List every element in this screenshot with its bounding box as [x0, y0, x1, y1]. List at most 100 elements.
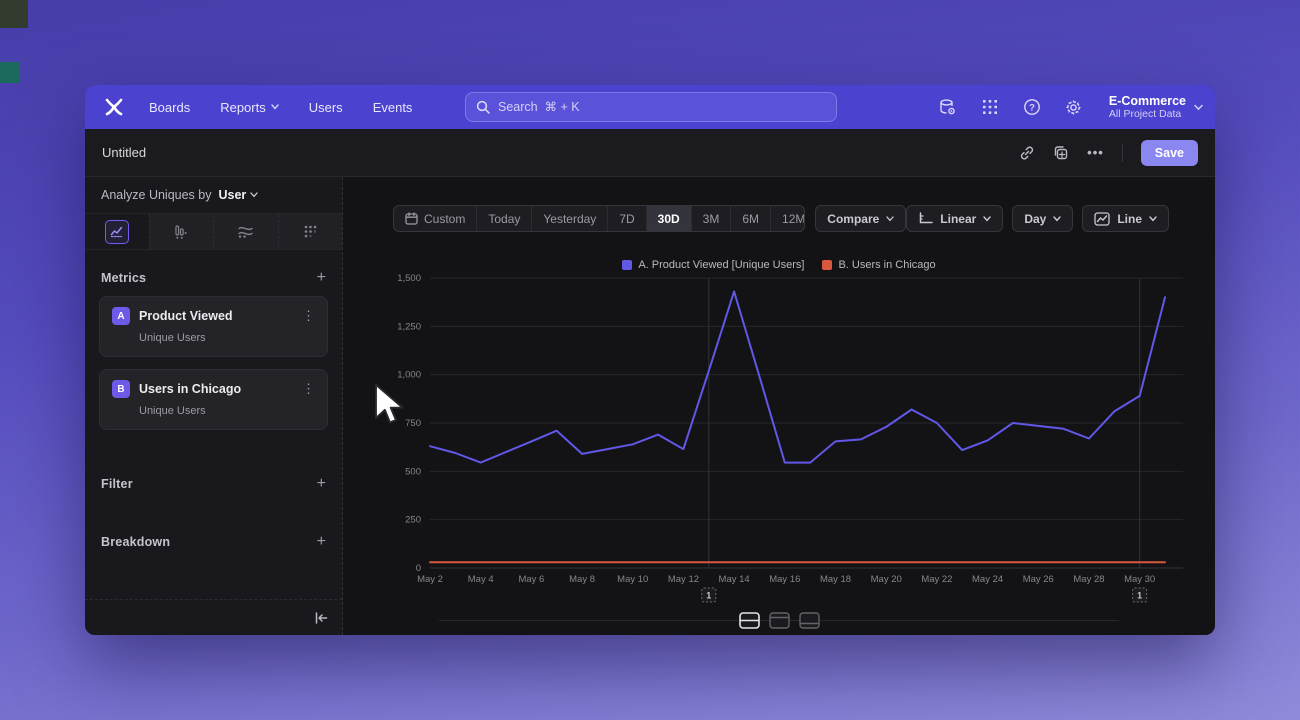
layout-split-top-button[interactable]	[768, 611, 790, 629]
project-name: E-Commerce	[1108, 94, 1186, 108]
data-management-icon[interactable]	[937, 96, 959, 118]
x-axis-tick-label: May 4	[468, 574, 494, 585]
chevron-down-icon	[983, 215, 992, 221]
tab-flows[interactable]	[213, 214, 278, 249]
add-breakdown-button[interactable]: +	[316, 533, 326, 550]
x-axis-tick-label: May 26	[1023, 574, 1054, 585]
tab-insights-line-chart[interactable]	[85, 214, 149, 249]
nav-item-reports[interactable]: Reports	[220, 100, 279, 115]
linear-dropdown[interactable]: Linear	[906, 205, 1004, 232]
line-chart[interactable]: 0 250 500 750 1,000 1,250 1,500 May 2 May 4 May 6…	[373, 273, 1213, 633]
range-label: Custom	[424, 211, 466, 226]
view-button-label: Day	[1024, 211, 1047, 226]
sidebar-section-filter: Filter +	[85, 442, 342, 500]
annotation-marker[interactable]: 1	[1132, 587, 1148, 603]
search-input[interactable]	[498, 100, 826, 114]
svg-text:?: ?	[1029, 102, 1035, 113]
metric-card-a[interactable]: A Product Viewed ⋮ Unique Users	[99, 296, 328, 357]
apps-grid-icon[interactable]	[979, 96, 1001, 118]
range-button-30d[interactable]: 30D	[645, 206, 691, 231]
flows-icon	[238, 226, 253, 238]
legend-swatch	[622, 260, 633, 270]
layout-split-bottom-button[interactable]	[798, 611, 820, 629]
analyze-entity-value: User	[218, 188, 247, 202]
compare-button[interactable]: Compare	[815, 205, 907, 232]
sidebar-footer	[85, 599, 342, 635]
series-line-a[interactable]	[429, 290, 1166, 464]
navbar-right: ? E-Commerce All Project Data	[937, 85, 1203, 129]
range-button-today[interactable]: Today	[476, 206, 531, 231]
analyze-entity-dropdown[interactable]: User	[218, 188, 258, 202]
x-axis-tick-label: May 12	[668, 574, 699, 585]
nav-item-boards[interactable]: Boards	[149, 100, 190, 115]
view-button-label: Line	[1117, 211, 1142, 226]
line-chart-tab-icon	[104, 219, 129, 244]
metric-badge: B	[112, 380, 130, 398]
layout-split-middle-button[interactable]	[738, 611, 760, 629]
search-bar[interactable]	[465, 92, 837, 122]
report-title[interactable]: Untitled	[102, 145, 147, 160]
screen-artifact	[0, 62, 19, 83]
nav-item-label: Users	[308, 99, 343, 115]
range-button-7d[interactable]: 7D	[607, 206, 645, 231]
x-axis-tick-label: May 2	[417, 574, 443, 585]
y-axis-tick-label: 250	[405, 515, 421, 526]
nav-item-users[interactable]: Users	[309, 100, 343, 115]
retention-dots-icon	[304, 225, 317, 238]
nav-item-events[interactable]: Events	[373, 100, 413, 115]
chart-type-tabs	[85, 214, 342, 250]
report-actions: ••• Save	[1019, 139, 1198, 166]
layout-toggle-bar	[343, 610, 1215, 630]
help-icon[interactable]: ?	[1021, 96, 1043, 118]
legend-item[interactable]: A. Product Viewed [Unique Users]	[622, 259, 804, 271]
add-metric-button[interactable]: +	[316, 269, 326, 286]
chart-toolbar: Custom Today Yesterday 7D 30D 3M 6M 12M Compare…	[393, 205, 1169, 232]
collapse-sidebar-icon[interactable]	[314, 611, 328, 624]
range-button-yesterday[interactable]: Yesterday	[531, 206, 607, 231]
legend-label: B. Users in Chicago	[838, 259, 936, 271]
sidebar-section-breakdown: Breakdown +	[85, 500, 342, 558]
range-button-6m[interactable]: 6M	[730, 206, 770, 231]
range-label: 12M	[782, 211, 806, 226]
chart-legend: A. Product Viewed [Unique Users] B. Users…	[343, 259, 1215, 271]
range-label: 7D	[619, 211, 635, 226]
metric-name: Users in Chicago	[139, 382, 242, 396]
workspace-body: Analyze Uniques by User	[85, 177, 1215, 635]
save-button[interactable]: Save	[1140, 139, 1198, 166]
settings-gear-icon[interactable]	[1063, 96, 1085, 118]
metric-measurement[interactable]: Unique Users	[139, 405, 206, 417]
range-label: 3M	[702, 211, 720, 226]
range-label: Yesterday	[543, 211, 597, 226]
section-label: Filter	[101, 477, 133, 491]
range-button-12m[interactable]: 12M	[770, 206, 806, 231]
metric-kebab-icon[interactable]: ⋮	[302, 381, 315, 396]
range-button-3m[interactable]: 3M	[690, 206, 731, 231]
project-selector[interactable]: E-Commerce All Project Data	[1109, 94, 1203, 120]
legend-label: A. Product Viewed [Unique Users]	[638, 259, 805, 271]
add-filter-button[interactable]: +	[316, 475, 326, 492]
tab-bar-chart[interactable]	[148, 214, 213, 249]
range-button-custom[interactable]: Custom	[394, 206, 476, 231]
metric-measurement[interactable]: Unique Users	[139, 332, 206, 344]
tab-retention[interactable]	[277, 214, 342, 249]
x-axis-tick-label: May 22	[921, 574, 952, 585]
more-options-icon[interactable]: •••	[1087, 145, 1104, 160]
mixpanel-logo[interactable]	[101, 94, 127, 120]
chart-panel: Custom Today Yesterday 7D 30D 3M 6M 12M Compare…	[343, 177, 1215, 635]
svg-text:1: 1	[706, 591, 711, 601]
top-navbar: Boards Reports Users Events	[85, 85, 1215, 129]
range-label: Today	[488, 211, 521, 226]
gridlines	[430, 277, 1183, 569]
y-axis-tick-label: 750	[405, 418, 421, 429]
chevron-down-icon	[1053, 215, 1062, 221]
line-dropdown[interactable]: Line	[1082, 205, 1169, 232]
metric-card-b[interactable]: B Users in Chicago ⋮ Unique Users	[99, 369, 328, 430]
duplicate-icon[interactable]	[1053, 145, 1069, 161]
screen-artifact	[0, 0, 28, 28]
legend-item[interactable]: B. Users in Chicago	[822, 259, 936, 271]
metric-kebab-icon[interactable]: ⋮	[302, 308, 315, 323]
annotation-marker[interactable]: 1	[701, 587, 717, 603]
copy-link-icon[interactable]	[1019, 145, 1035, 161]
day-dropdown[interactable]: Day	[1012, 205, 1074, 232]
nav-item-label: Reports	[220, 99, 266, 115]
